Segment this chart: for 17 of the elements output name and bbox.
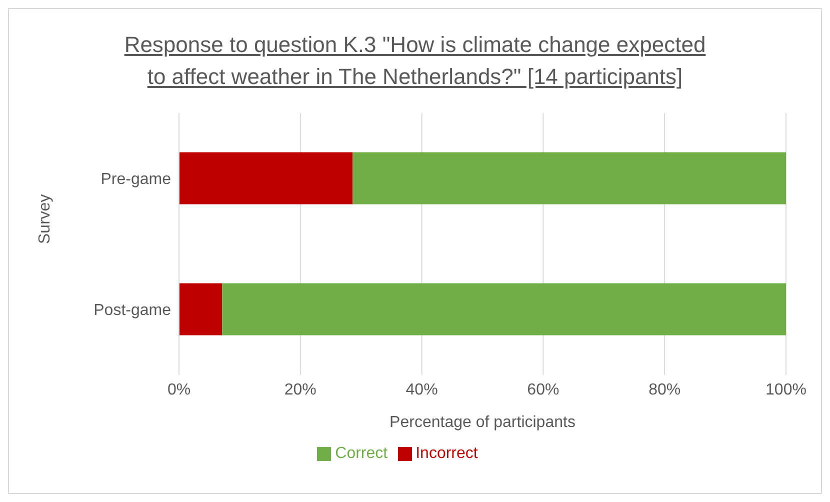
x-axis-title: Percentage of participants	[390, 414, 576, 431]
y-axis-title: Survey	[36, 194, 54, 244]
x-tick-label: 20%	[284, 381, 316, 398]
x-tick-label: 40%	[406, 381, 438, 398]
bar	[179, 152, 353, 204]
x-tick-label: 100%	[766, 381, 806, 398]
x-tick-label: 0%	[167, 381, 191, 398]
y-tick-label: Pre-game	[100, 171, 172, 188]
x-tick-label: 80%	[648, 381, 681, 398]
legend-label: Incorrect	[416, 445, 478, 462]
bar	[352, 152, 786, 204]
y-tick-label: Post-game	[94, 302, 172, 320]
chart-title: Response to question K.3 "How is climate change expected to affect weather in The Netherlands?" [14 participants]	[123, 31, 707, 91]
x-tick-label: 60%	[527, 381, 560, 398]
bar	[179, 283, 222, 336]
bar	[222, 283, 786, 336]
legend-label: Correct	[335, 445, 388, 462]
